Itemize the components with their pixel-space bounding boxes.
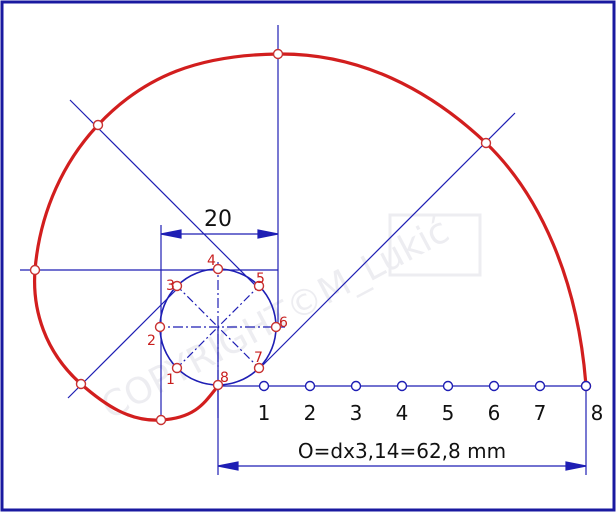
- baseline-point-8: [580, 380, 592, 392]
- circle-label-3: 3: [166, 278, 175, 294]
- baseline-division-points: [258, 380, 592, 392]
- baseline-label-7: 7: [534, 401, 547, 425]
- spiral-point-4: [92, 119, 104, 131]
- diagonal-line-ne: [257, 112, 516, 371]
- dimension-circumference: [217, 461, 587, 471]
- construction-lines: [20, 25, 587, 475]
- spiral-point-2: [75, 378, 87, 390]
- spiral-point-3: [29, 264, 41, 276]
- baseline-label-1: 1: [258, 401, 271, 425]
- circle-point-2: [154, 321, 166, 333]
- baseline-point-5: [442, 380, 454, 392]
- baseline-label-3: 3: [350, 401, 363, 425]
- baseline-point-3: [350, 380, 362, 392]
- circle-point-8: [212, 379, 224, 391]
- spiral-point-6: [480, 137, 492, 149]
- involute-spiral: [32, 52, 588, 422]
- baseline-point-7: [534, 380, 546, 392]
- circle-point-5: [253, 280, 265, 292]
- circle-label-5: 5: [256, 271, 265, 287]
- baseline-labels: 1 2 3 4 5 6 7 8: [258, 401, 604, 425]
- circle-label-1: 1: [166, 372, 175, 388]
- dimension-circumference-arrow-right: [565, 461, 587, 471]
- diagonal-line-nw: [69, 99, 261, 291]
- circle-label-6: 6: [279, 315, 288, 331]
- circle-point-7: [253, 362, 265, 374]
- watermark-monitor: [388, 213, 482, 277]
- baseline-label-2: 2: [304, 401, 317, 425]
- baseline-label-5: 5: [442, 401, 455, 425]
- circle-division-points: [154, 263, 282, 391]
- circle-label-7: 7: [254, 350, 263, 366]
- dimension-20-arrow-right: [257, 229, 279, 239]
- dimension-20-arrow-left: [160, 229, 182, 239]
- baseline-point-1: [258, 380, 270, 392]
- center-diagonal-b: [175, 284, 261, 370]
- spiral-points: [29, 48, 592, 426]
- circle-label-8: 8: [220, 370, 229, 386]
- baseline-point-6: [488, 380, 500, 392]
- circle-point-4: [212, 263, 224, 275]
- dimension-circumference-arrow-left: [217, 461, 239, 471]
- baseline-label-8: 8: [591, 401, 604, 425]
- circle-label-2: 2: [147, 333, 156, 349]
- circumference-formula: O=dx3,14=62,8 mm: [298, 439, 506, 463]
- baseline-label-6: 6: [488, 401, 501, 425]
- circle-label-4: 4: [207, 253, 216, 269]
- baseline-point-4: [396, 380, 408, 392]
- spiral-point-1: [155, 414, 167, 426]
- circle-labels: 1 2 3 4 5 6 7 8: [147, 253, 288, 388]
- diagonal-line-sw: [67, 289, 177, 399]
- circle-point-6: [270, 321, 282, 333]
- circle-point-1: [171, 362, 183, 374]
- baseline-point-2: [304, 380, 316, 392]
- baseline-label-4: 4: [396, 401, 409, 425]
- spiral-point-5: [272, 48, 284, 60]
- dimension-20: [160, 229, 279, 239]
- circle-point-3: [171, 280, 183, 292]
- dimension-20-label: 20: [204, 207, 232, 232]
